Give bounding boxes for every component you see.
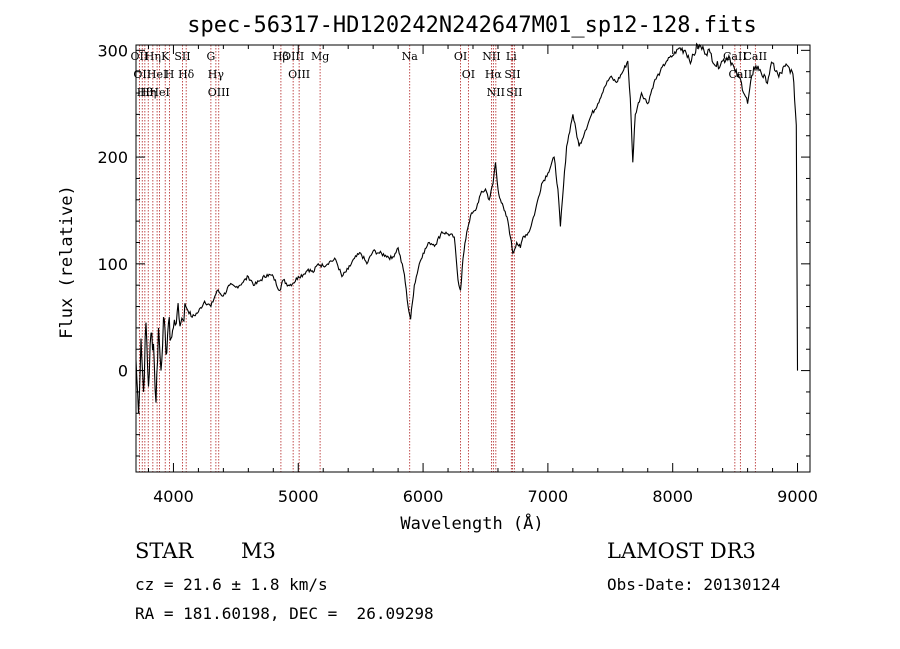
line-label: Hθ — [137, 86, 154, 99]
line-label: OI — [454, 50, 467, 63]
y-tick-label: 100 — [97, 255, 128, 274]
line-label: Mg — [311, 50, 329, 63]
line-markers — [138, 45, 756, 472]
line-label: OIII — [208, 86, 230, 99]
line-label: SII — [506, 86, 522, 99]
line-label: CaII — [723, 50, 747, 63]
x-tick-label: 8000 — [652, 487, 693, 506]
line-label: Na — [402, 50, 419, 63]
x-tick-label: 6000 — [403, 487, 444, 506]
line-label: Hη — [145, 50, 161, 63]
line-label: OII — [131, 50, 149, 63]
redshift-value: cz = 21.6 ± 1.8 km/s — [135, 575, 328, 594]
x-tick-label: 7000 — [528, 487, 569, 506]
line-label: Hβ — [273, 50, 289, 63]
line-label: HeI — [149, 86, 169, 99]
line-label: OIII — [282, 50, 304, 63]
line-label: OIII — [288, 68, 310, 81]
line-label: Li — [506, 50, 517, 63]
line-label: SII — [174, 50, 190, 63]
plot-frame — [135, 44, 811, 473]
survey-name: LAMOST DR3 — [607, 539, 756, 563]
line-label: Hγ — [208, 68, 225, 81]
line-label: Hδ — [178, 68, 195, 81]
x-tick-label: 5000 — [278, 487, 319, 506]
line-labels: OIIOIIHθHηHηHeIHeIKHSIIHδGHγOIIIHβOIIIOI… — [131, 50, 768, 99]
chart-title: spec-56317-HD120242N242647M01_sp12-128.f… — [187, 13, 757, 38]
axis-ticks: 4000 5000 6000 7000 8000 9000 0 100 200 300 — [97, 41, 817, 506]
line-label: HeI — [147, 68, 167, 81]
line-label: H — [165, 68, 175, 81]
x-tick-label: 4000 — [153, 487, 194, 506]
x-axis-label: Wavelength (Å) — [400, 512, 543, 534]
x-tick-label: 9000 — [777, 487, 818, 506]
line-label: NII — [482, 50, 500, 63]
y-tick-label: 300 — [97, 41, 128, 60]
line-label: Hα — [485, 68, 503, 81]
subclass: M3 — [241, 539, 276, 563]
object-class: STAR — [135, 539, 194, 563]
y-tick-label: 200 — [97, 148, 128, 167]
y-tick-label: 0 — [118, 362, 128, 381]
coordinates: RA = 181.60198, DEC = 26.09298 — [135, 604, 434, 623]
line-label: OI — [462, 68, 475, 81]
y-axis-label: Flux (relative) — [57, 185, 77, 339]
line-label: G — [206, 50, 215, 63]
line-label: CaII — [743, 50, 767, 63]
line-label: SII — [504, 68, 520, 81]
line-label: NII — [487, 86, 505, 99]
line-label: Hη — [140, 86, 156, 99]
obs-date: Obs-Date: 20130124 — [607, 575, 781, 594]
line-label: K — [161, 50, 170, 63]
spectrum-line — [135, 42, 799, 414]
